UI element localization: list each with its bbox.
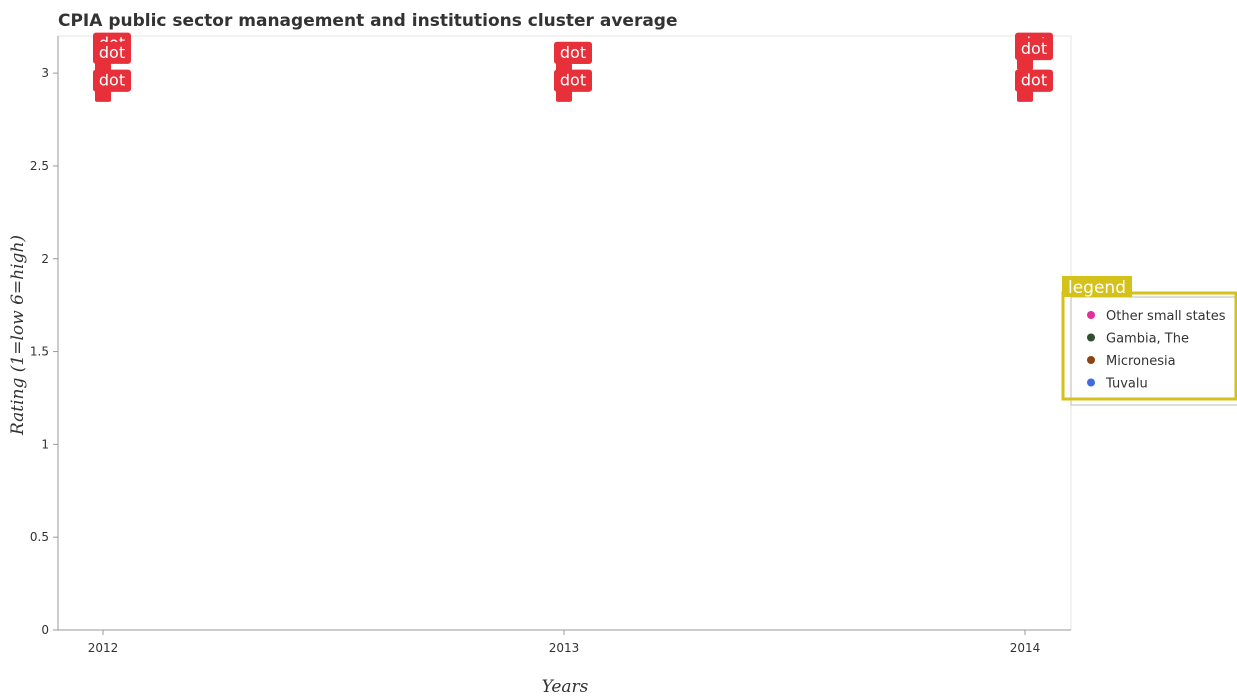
y-axis-label: Rating (1=low 6=high) [8, 235, 28, 436]
legend: legend Other small states Gambia, The Micro… [1061, 276, 1237, 406]
dot-tag-label: dot [1021, 39, 1047, 58]
x-axis-label: Years [542, 677, 589, 697]
dot-tag-label: dot [99, 71, 125, 90]
plot-frame [57, 35, 1072, 631]
legend-marker [1087, 356, 1095, 364]
y-tick-labels: 0 0.5 1 1.5 2 2.5 3 [30, 66, 58, 637]
y-tick-label: 3 [41, 66, 49, 80]
dot-tag-label: dot [560, 43, 586, 62]
dot-tag-box [554, 41, 592, 64]
data-points: dotdotdotdotdotdotdotdotdotdotdotdot [93, 32, 1053, 102]
legend-entry: Micronesia [1106, 354, 1176, 369]
dot-tag-box [1015, 69, 1053, 92]
legend-marker [1087, 378, 1095, 387]
dot-tag-label: dot [99, 43, 125, 62]
legend-entry: Tuvalu [1105, 377, 1148, 392]
dot-tag-box [93, 69, 131, 92]
chart-title: CPIA public sector management and instit… [58, 11, 678, 31]
axes [57, 35, 1072, 631]
x-tick-label: 2012 [88, 641, 119, 655]
dot-tag-label: dot [1021, 71, 1047, 90]
dot-tag-label: dot [560, 71, 586, 90]
x-tick-label: 2013 [549, 641, 580, 655]
legend-marker [1087, 311, 1095, 319]
dot-tag-box [554, 69, 592, 92]
legend-entry: Gambia, The [1106, 332, 1189, 347]
y-tick-label: 2 [41, 252, 49, 266]
legend-tag-box [1062, 276, 1132, 297]
legend-highlight [1061, 291, 1237, 401]
dot-tag-underlay [95, 60, 111, 74]
y-tick-label: 1.5 [30, 345, 49, 359]
y-tick-label: 0 [41, 623, 49, 637]
y-tick-label: 2.5 [30, 159, 49, 173]
y-tick-label: 1 [41, 437, 49, 451]
x-tick-labels: 2012 2013 2014 [88, 630, 1041, 655]
dot-tag-underlay [1017, 57, 1033, 71]
dot-tag-underlay [556, 88, 572, 102]
dot-tag-box [93, 41, 131, 64]
legend-marker [1087, 333, 1095, 342]
legend-tag-label: legend [1068, 278, 1126, 298]
dot-tag-box [1015, 38, 1053, 61]
legend-entry: Other small states [1106, 309, 1226, 324]
dot-tag-underlay [95, 88, 111, 102]
dot-tag-underlay [556, 60, 572, 74]
y-tick-label: 0.5 [30, 530, 49, 544]
dot-tag-underlay [1017, 88, 1033, 102]
x-tick-label: 2014 [1010, 641, 1041, 655]
legend-box [1070, 296, 1237, 406]
